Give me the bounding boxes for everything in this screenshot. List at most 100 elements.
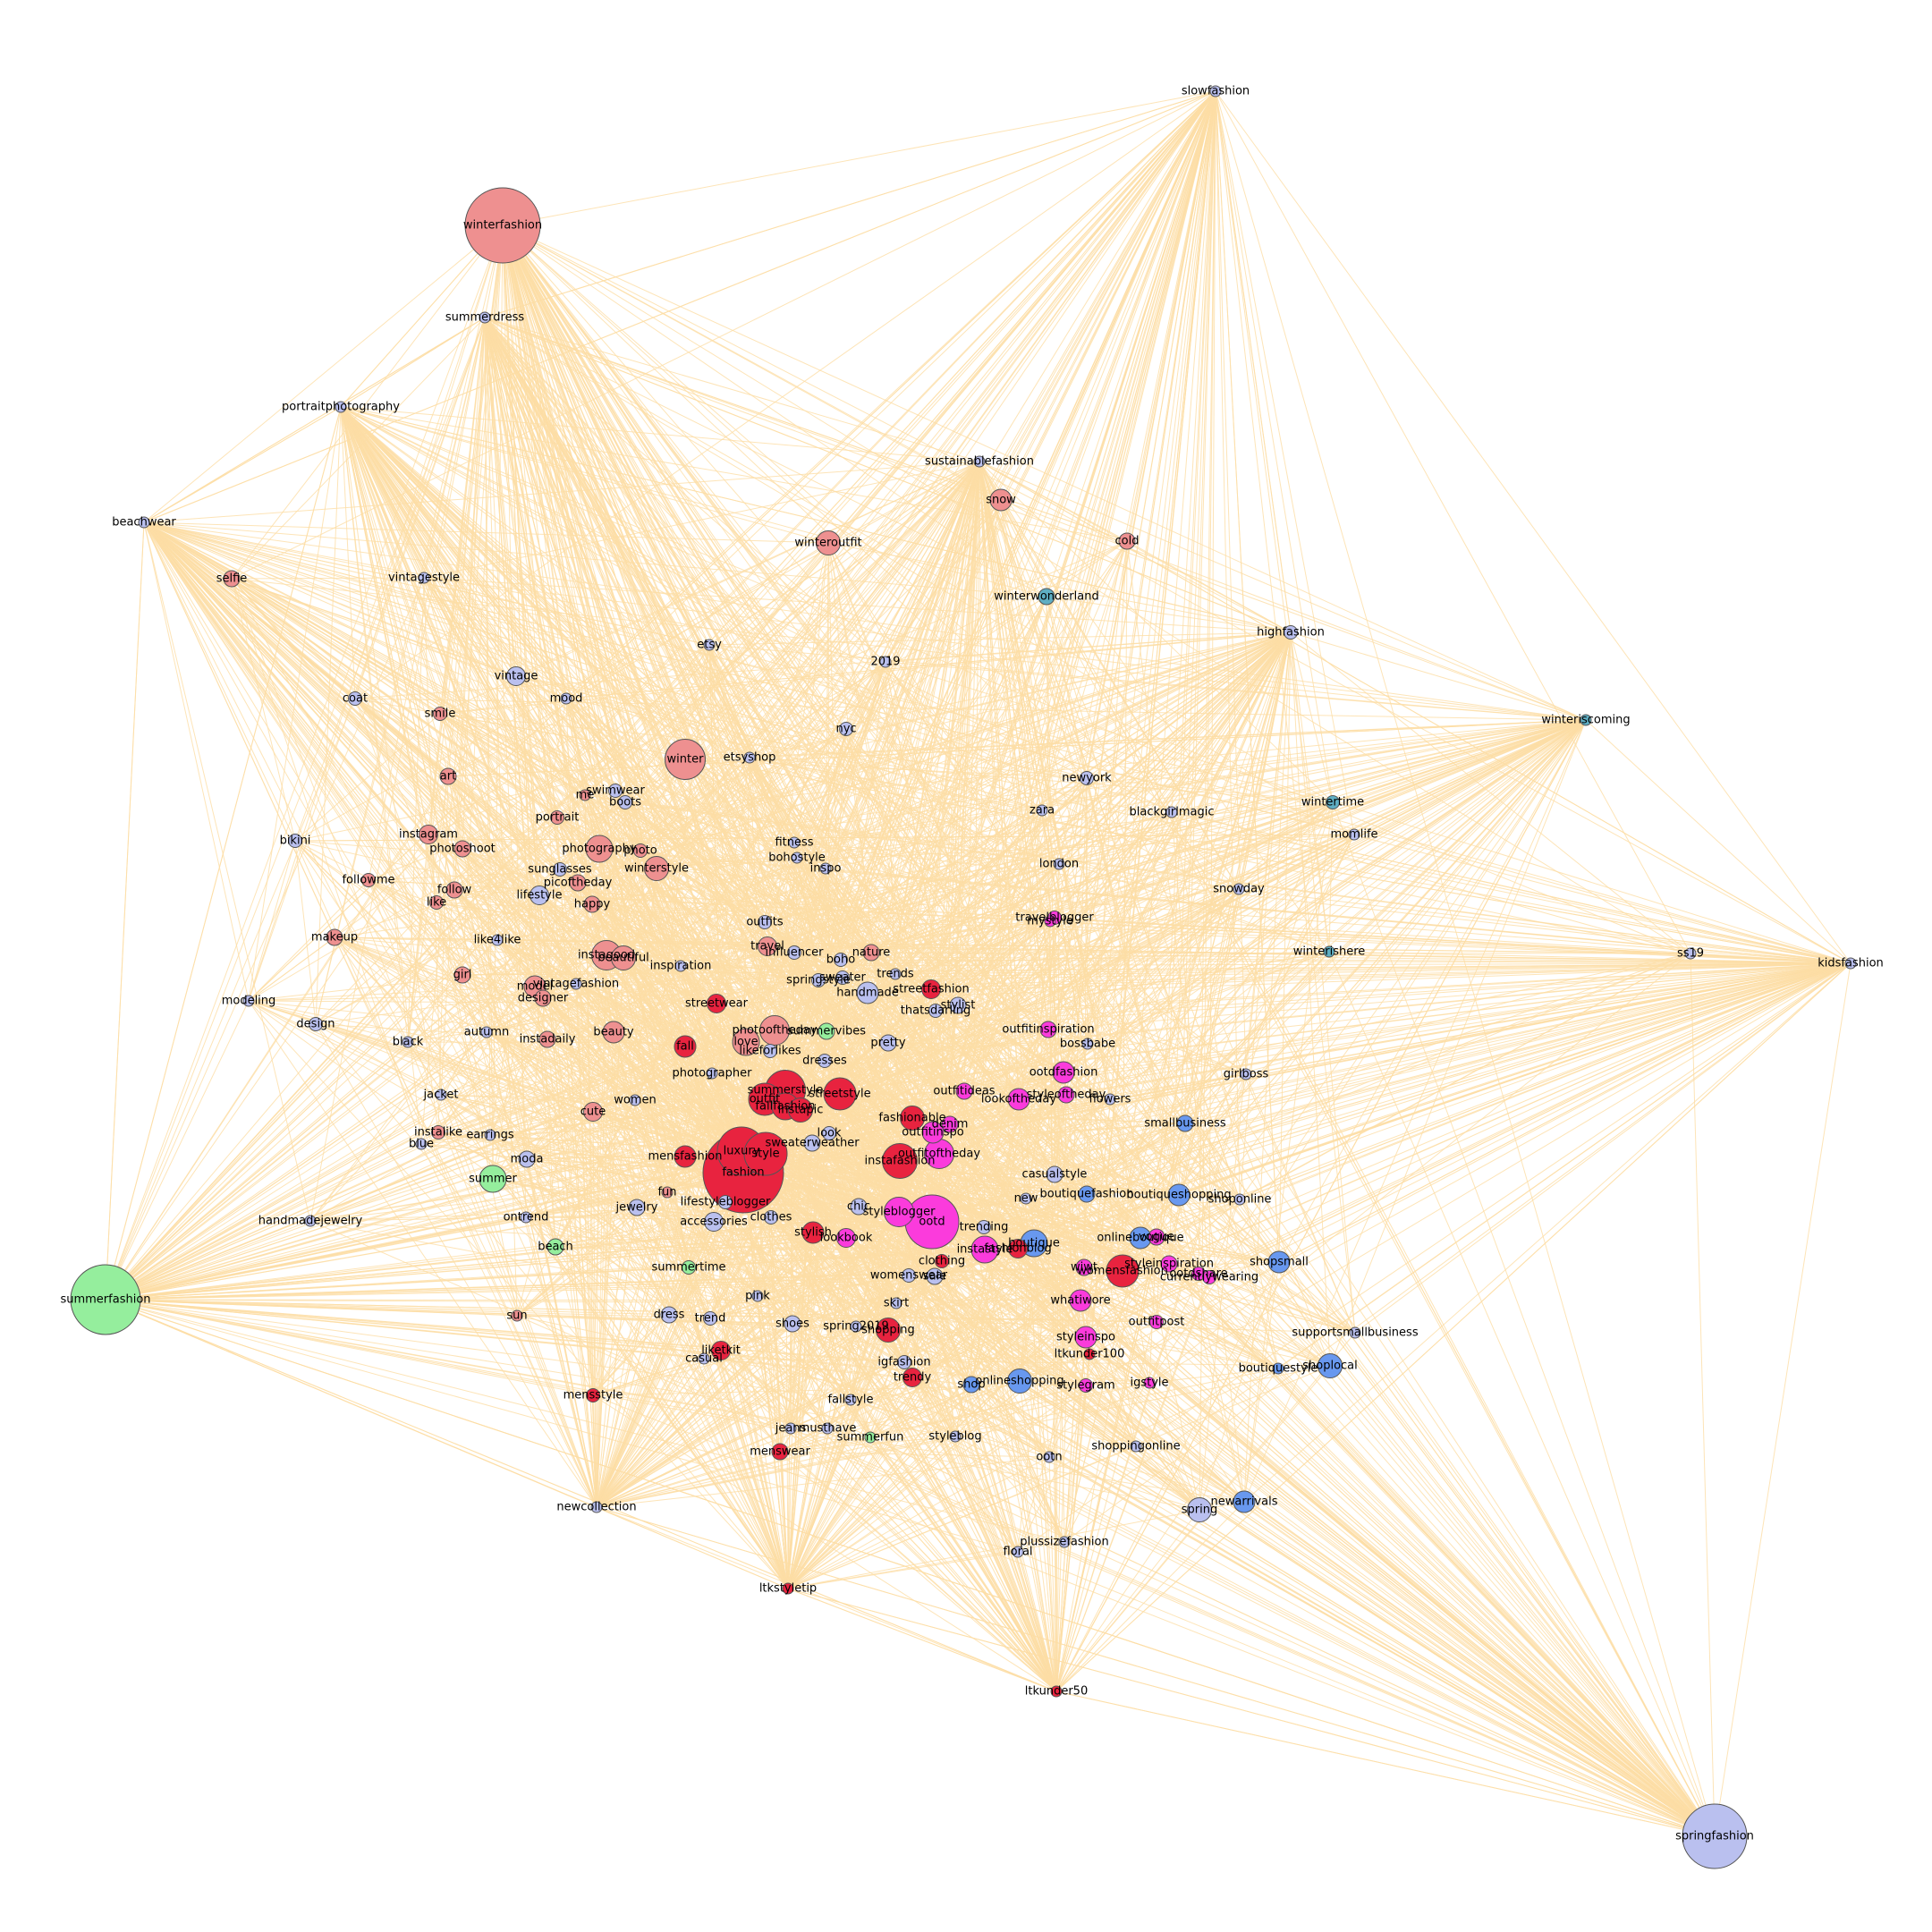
- edge: [935, 461, 980, 1012]
- edge: [486, 1031, 1150, 1384]
- node-autumn: [480, 1026, 493, 1038]
- node-stylegram: [1079, 1378, 1093, 1393]
- edge: [340, 406, 1210, 1278]
- edge: [525, 1206, 860, 1218]
- edge: [742, 719, 1587, 1174]
- edge: [437, 1131, 1050, 1458]
- edge: [970, 461, 980, 1385]
- edge: [970, 631, 1292, 1385]
- edge: [1208, 90, 1216, 1278]
- edge: [502, 225, 1331, 1367]
- edge: [855, 1326, 1716, 1837]
- node-igfashion: [897, 1355, 911, 1369]
- edge: [1184, 962, 1852, 1124]
- edge: [248, 406, 342, 1002]
- edge: [787, 1326, 857, 1589]
- node-springstyle: [811, 973, 826, 987]
- edge: [340, 406, 528, 1160]
- edge: [684, 719, 1587, 1047]
- node-portraitphotography: [335, 401, 347, 413]
- edge: [1055, 1690, 1716, 1837]
- edge: [340, 406, 1356, 1334]
- node-igstyle: [1143, 1377, 1156, 1389]
- edge: [105, 1237, 847, 1301]
- edge: [826, 631, 1292, 1429]
- edge: [899, 90, 1216, 1162]
- edge: [502, 225, 1065, 1543]
- edge: [484, 317, 1280, 1263]
- edge: [1714, 962, 1852, 1837]
- edge: [885, 90, 1216, 663]
- node-vintagefashion: [570, 978, 582, 990]
- edge: [887, 962, 1852, 1331]
- node-newyork: [1080, 771, 1094, 785]
- node-vintage: [506, 666, 526, 686]
- node-instafashion: [882, 1143, 918, 1179]
- edge: [231, 225, 504, 580]
- edge: [502, 225, 1157, 1323]
- edge: [105, 952, 795, 1301]
- edge: [1215, 90, 1355, 835]
- edge: [596, 631, 1292, 1508]
- edge: [779, 992, 869, 1453]
- node-sale: [926, 1267, 944, 1285]
- edge: [1243, 719, 1587, 1503]
- node-pretty: [879, 1034, 897, 1052]
- edge: [779, 1436, 871, 1453]
- edge: [741, 1150, 1210, 1278]
- node-etsy: [703, 639, 716, 651]
- edge: [105, 1216, 527, 1301]
- node-styleinspo: [1074, 1326, 1097, 1349]
- edge: [596, 1249, 986, 1508]
- edge: [453, 889, 668, 1193]
- node-skirt: [890, 1297, 902, 1309]
- edge: [484, 317, 1087, 1338]
- edge: [340, 406, 1087, 1338]
- node-clothes: [764, 1210, 778, 1224]
- node-etsyshop: [743, 751, 756, 764]
- edge: [765, 1153, 956, 1437]
- edge: [143, 521, 597, 1508]
- edge: [1065, 90, 1216, 1096]
- node-photooftheday: [759, 1015, 790, 1046]
- edge: [248, 1000, 597, 1508]
- edge: [954, 1436, 1057, 1692]
- edge: [340, 406, 829, 544]
- edge: [668, 757, 750, 1316]
- edge: [1089, 1353, 1716, 1837]
- edge: [636, 1207, 789, 1589]
- node-springfashion: [1682, 1803, 1748, 1869]
- edge: [340, 406, 789, 1589]
- edge: [334, 936, 1331, 1367]
- edge: [596, 1003, 717, 1508]
- edge: [598, 848, 1356, 1334]
- edge: [486, 1031, 1200, 1511]
- node-highfashion: [1284, 625, 1298, 640]
- edge: [787, 834, 1355, 1589]
- edge: [934, 1275, 1137, 1447]
- edge: [538, 894, 1210, 1278]
- edge: [315, 406, 342, 1025]
- edge: [1156, 90, 1216, 1323]
- edge: [502, 225, 1047, 597]
- edge: [596, 1365, 1331, 1508]
- edge: [592, 1242, 1035, 1396]
- edge: [749, 757, 1691, 954]
- node-ootd: [904, 1194, 960, 1250]
- edge: [1055, 962, 1852, 1692]
- edge: [526, 1158, 956, 1437]
- edge: [440, 317, 486, 1096]
- edge: [1055, 1276, 1210, 1692]
- edge: [143, 521, 1241, 1200]
- edge: [931, 1221, 1200, 1511]
- node-denim: [941, 1115, 959, 1133]
- edge: [502, 225, 1852, 964]
- node-vogue: [1148, 1228, 1165, 1246]
- edge: [1087, 631, 1292, 1045]
- edge: [934, 1275, 1200, 1511]
- edge: [231, 578, 296, 842]
- edge: [492, 1178, 1081, 1301]
- edge: [941, 1260, 1065, 1543]
- edge: [484, 317, 943, 1262]
- node-styleblogger: [884, 1197, 914, 1227]
